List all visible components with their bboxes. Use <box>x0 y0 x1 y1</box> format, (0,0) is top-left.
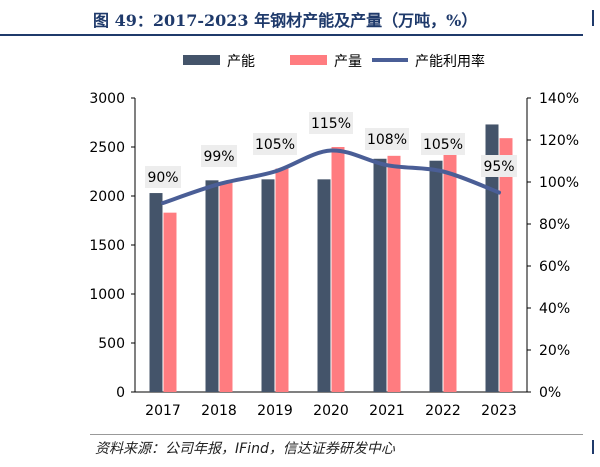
chart-line <box>161 148 501 205</box>
data-label-rate: 99% <box>203 149 234 165</box>
y-right-tick-label: 60% <box>539 259 570 275</box>
y-right-tick-label: 120% <box>539 133 579 149</box>
y-right-tick-label: 100% <box>539 175 579 191</box>
x-tick-label: 2023 <box>481 403 517 419</box>
bar-capacity <box>373 158 387 392</box>
data-label-box <box>201 145 237 167</box>
chart-axes: 0 500 1000 1500 2000 2500 3000 0% 20% 40% 60% 80% 10… <box>89 91 579 419</box>
data-label-box <box>481 155 517 177</box>
bar-output <box>219 182 233 392</box>
data-label-rate: 105% <box>255 137 295 153</box>
data-label-box <box>421 133 465 155</box>
data-label-rate: 115% <box>311 116 351 132</box>
chart-legend: 产能 产量 产能利用率 <box>183 53 485 70</box>
legend-label: 产量 <box>334 54 362 70</box>
chart-bars <box>149 124 513 393</box>
line-utilization-rate <box>161 148 501 205</box>
x-tick-label: 2021 <box>369 403 405 419</box>
legend-label: 产能利用率 <box>415 53 485 70</box>
figure-title: 图 49：2017-2023 年钢材产能及产量（万吨，%） <box>93 11 478 30</box>
y-left-tick-label: 2500 <box>89 140 125 156</box>
data-label-rate: 105% <box>423 137 463 153</box>
page-edge-mark-bottom <box>592 440 600 454</box>
data-label-box <box>309 112 353 134</box>
bar-capacity <box>317 179 331 392</box>
bar-output <box>387 155 401 392</box>
x-tick-label: 2020 <box>313 403 349 419</box>
bar-capacity <box>205 180 219 392</box>
bar-output <box>499 138 513 392</box>
y-left-tick-label: 500 <box>98 336 125 352</box>
y-right-tick-label: 140% <box>539 91 579 107</box>
x-tick-label: 2017 <box>145 403 181 419</box>
bar-capacity <box>149 193 163 392</box>
y-left-tick-label: 0 <box>116 385 125 401</box>
y-left-tick-label: 1000 <box>89 287 125 303</box>
x-tick-label: 2018 <box>201 403 237 419</box>
data-label-box <box>253 133 297 155</box>
figure-title-bar: 图 49：2017-2023 年钢材产能及产量（万吨，%） <box>0 0 583 36</box>
legend-label: 产能 <box>227 54 255 70</box>
data-label-rate: 90% <box>147 170 178 186</box>
y-left-tick-label: 1500 <box>89 238 125 254</box>
x-tick-label: 2019 <box>257 403 293 419</box>
source-note: 资料来源：公司年报，IFind，信达证券研发中心 <box>95 441 395 457</box>
data-label-rate: 95% <box>483 159 514 175</box>
bar-output <box>443 133 457 392</box>
bar-output <box>275 168 289 392</box>
y-right-tick-label: 40% <box>539 301 570 317</box>
legend-swatch <box>290 55 327 65</box>
x-tick-label: 2022 <box>425 403 461 419</box>
y-right-tick-label: 20% <box>539 343 570 359</box>
data-label-rate: 108% <box>367 132 407 148</box>
data-label-box <box>145 166 181 188</box>
y-left-tick-label: 3000 <box>89 91 125 107</box>
bar-capacity <box>429 160 443 392</box>
y-right-tick-label: 0% <box>539 385 561 401</box>
chart-data-labels: 90% 99% 105% 115% 108% 105% 95% <box>145 112 517 188</box>
data-label-box <box>365 128 409 150</box>
legend-swatch <box>183 55 220 65</box>
bar-output <box>331 147 345 392</box>
y-right-tick-label: 80% <box>539 217 570 233</box>
footer-divider <box>90 434 583 435</box>
y-left-tick-label: 2000 <box>89 189 125 205</box>
page-edge-mark-top <box>592 10 600 26</box>
bar-capacity <box>261 179 275 392</box>
bar-output <box>163 212 177 392</box>
